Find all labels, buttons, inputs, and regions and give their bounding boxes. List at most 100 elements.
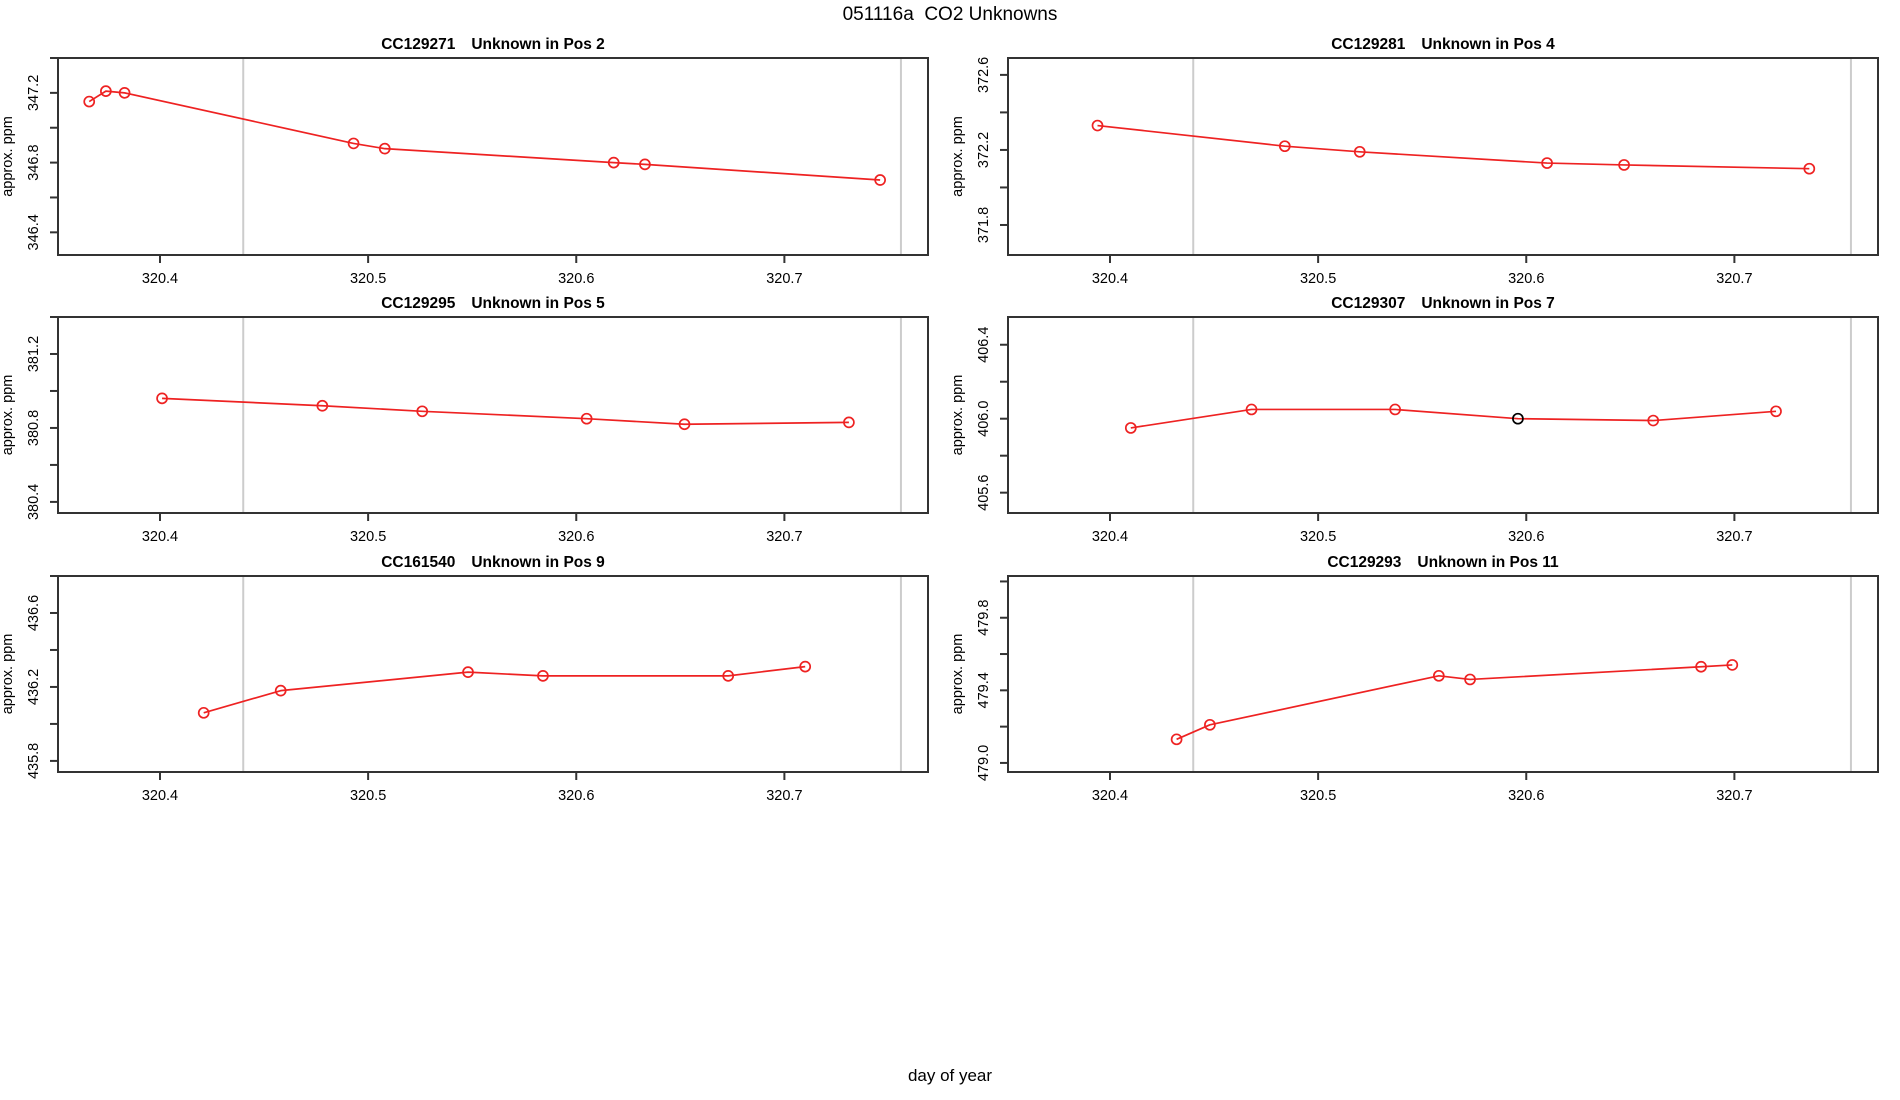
- y-tick-label: 479.0: [976, 745, 992, 781]
- x-tick-label: 320.6: [558, 271, 594, 287]
- data-point: [1803, 162, 1816, 175]
- x-tick-label: 320.4: [142, 271, 178, 287]
- x-tick-label: 320.4: [142, 788, 178, 804]
- figure-title: 051116a CO2 Unknowns: [842, 4, 1058, 25]
- data-point: [1512, 412, 1524, 425]
- y-tick-label: 436.2: [26, 669, 42, 705]
- x-tick-label: 320.7: [766, 529, 802, 545]
- data-point: [1647, 414, 1660, 427]
- data-point: [874, 174, 886, 186]
- x-tick-label: 320.7: [1716, 271, 1752, 287]
- data-point: [416, 405, 429, 418]
- y-tick-label: 380.8: [26, 410, 42, 446]
- data-point: [678, 418, 691, 431]
- data-point: [580, 412, 593, 425]
- y-tick-label: 372.6: [976, 57, 992, 93]
- y-tick-label: 479.4: [976, 672, 992, 708]
- y-tick-label: 406.4: [976, 327, 992, 363]
- plot-frame: [1007, 316, 1879, 514]
- panel-CC129293: CC129293 Unknown in Pos 11 320.4 320.5 320.6…: [950, 554, 1879, 804]
- data-point: [274, 684, 287, 697]
- y-tick-label: 435.8: [26, 743, 42, 779]
- y-axis-label: approx. ppm: [950, 116, 966, 197]
- data-point: [1618, 159, 1630, 171]
- data-point: [607, 156, 620, 169]
- data-point: [83, 95, 96, 108]
- y-tick-label: 381.2: [26, 336, 42, 372]
- y-tick-label: 371.8: [976, 207, 992, 243]
- x-tick-label: 320.5: [1300, 788, 1336, 804]
- y-tick-label: 346.8: [26, 144, 42, 180]
- data-point: [722, 669, 735, 682]
- x-tick-label: 320.6: [1508, 271, 1544, 287]
- data-point: [156, 392, 168, 405]
- plot-frame: [1007, 575, 1879, 773]
- panel-title: CC161540 Unknown in Pos 9: [381, 554, 605, 571]
- x-tick-label: 320.5: [1300, 271, 1336, 287]
- x-tick-label: 320.5: [350, 529, 386, 545]
- panel-CC161540: CC161540 Unknown in Pos 9 320.4 320.5 320.6 3…: [0, 554, 929, 804]
- y-axis-label: approx. ppm: [0, 116, 16, 197]
- data-point: [537, 669, 549, 682]
- data-point: [1464, 673, 1476, 686]
- y-tick-label: 347.2: [26, 75, 42, 111]
- x-tick-label: 320.6: [1508, 529, 1544, 545]
- data-point: [1170, 733, 1183, 746]
- x-tick-label: 320.5: [350, 788, 386, 804]
- x-tick-label: 320.4: [1092, 788, 1128, 804]
- data-point: [1091, 119, 1104, 132]
- panel-title: CC129307 Unknown in Pos 7: [1331, 295, 1555, 312]
- x-tick-label: 320.6: [558, 788, 594, 804]
- series-line: [1097, 124, 1810, 170]
- data-point: [1245, 403, 1258, 416]
- data-point: [197, 706, 210, 719]
- x-tick-label: 320.4: [1092, 529, 1128, 545]
- data-point: [100, 85, 112, 97]
- plot-frame: [57, 316, 929, 514]
- data-point: [347, 137, 360, 150]
- y-axis-label: approx. ppm: [0, 375, 16, 456]
- y-axis-label: approx. ppm: [0, 634, 16, 715]
- x-tick-label: 320.4: [142, 529, 178, 545]
- x-tick-label: 320.5: [350, 271, 386, 287]
- series-line: [1176, 664, 1733, 741]
- x-tick-label: 320.7: [1716, 529, 1752, 545]
- y-tick-label: 372.2: [976, 132, 992, 168]
- x-tick-label: 320.7: [766, 788, 802, 804]
- data-point: [118, 87, 131, 99]
- x-tick-label: 320.7: [766, 271, 802, 287]
- x-tick-label: 320.7: [1716, 788, 1752, 804]
- series-line: [1130, 408, 1777, 429]
- data-point: [1432, 669, 1445, 682]
- plot-frame: [57, 575, 929, 773]
- x-tick-label: 320.4: [1092, 271, 1128, 287]
- plot-frame: [1007, 57, 1879, 256]
- data-point: [1541, 157, 1553, 169]
- data-point: [1770, 405, 1782, 418]
- series-line: [88, 90, 881, 181]
- panel-title: CC129295 Unknown in Pos 5: [381, 295, 605, 312]
- data-point: [316, 399, 329, 412]
- panel-title: CC129271 Unknown in Pos 2: [381, 36, 605, 53]
- x-tick-label: 320.6: [1508, 788, 1544, 804]
- data-point: [843, 416, 855, 429]
- data-point: [462, 666, 474, 679]
- y-tick-label: 436.6: [26, 595, 42, 631]
- panel-CC129271: CC129271 Unknown in Pos 2 320.4 320.5 320.6 3…: [0, 36, 929, 287]
- y-axis-label: approx. ppm: [950, 375, 966, 456]
- y-tick-label: 406.0: [976, 401, 992, 437]
- y-tick-label: 479.8: [976, 600, 992, 636]
- panel-title: CC129281 Unknown in Pos 4: [1331, 36, 1555, 53]
- data-point: [1389, 403, 1401, 416]
- x-tick-label: 320.6: [558, 529, 594, 545]
- y-axis-label: approx. ppm: [950, 634, 966, 715]
- y-tick-label: 346.4: [26, 214, 42, 250]
- panel-CC129295: CC129295 Unknown in Pos 5 320.4 320.5 320.6 3…: [0, 295, 929, 545]
- data-point: [1278, 140, 1291, 153]
- data-point: [1726, 659, 1739, 671]
- data-point: [1353, 145, 1366, 158]
- x-tick-label: 320.5: [1300, 529, 1336, 545]
- plot-frame: [57, 57, 929, 256]
- y-tick-label: 405.6: [976, 475, 992, 511]
